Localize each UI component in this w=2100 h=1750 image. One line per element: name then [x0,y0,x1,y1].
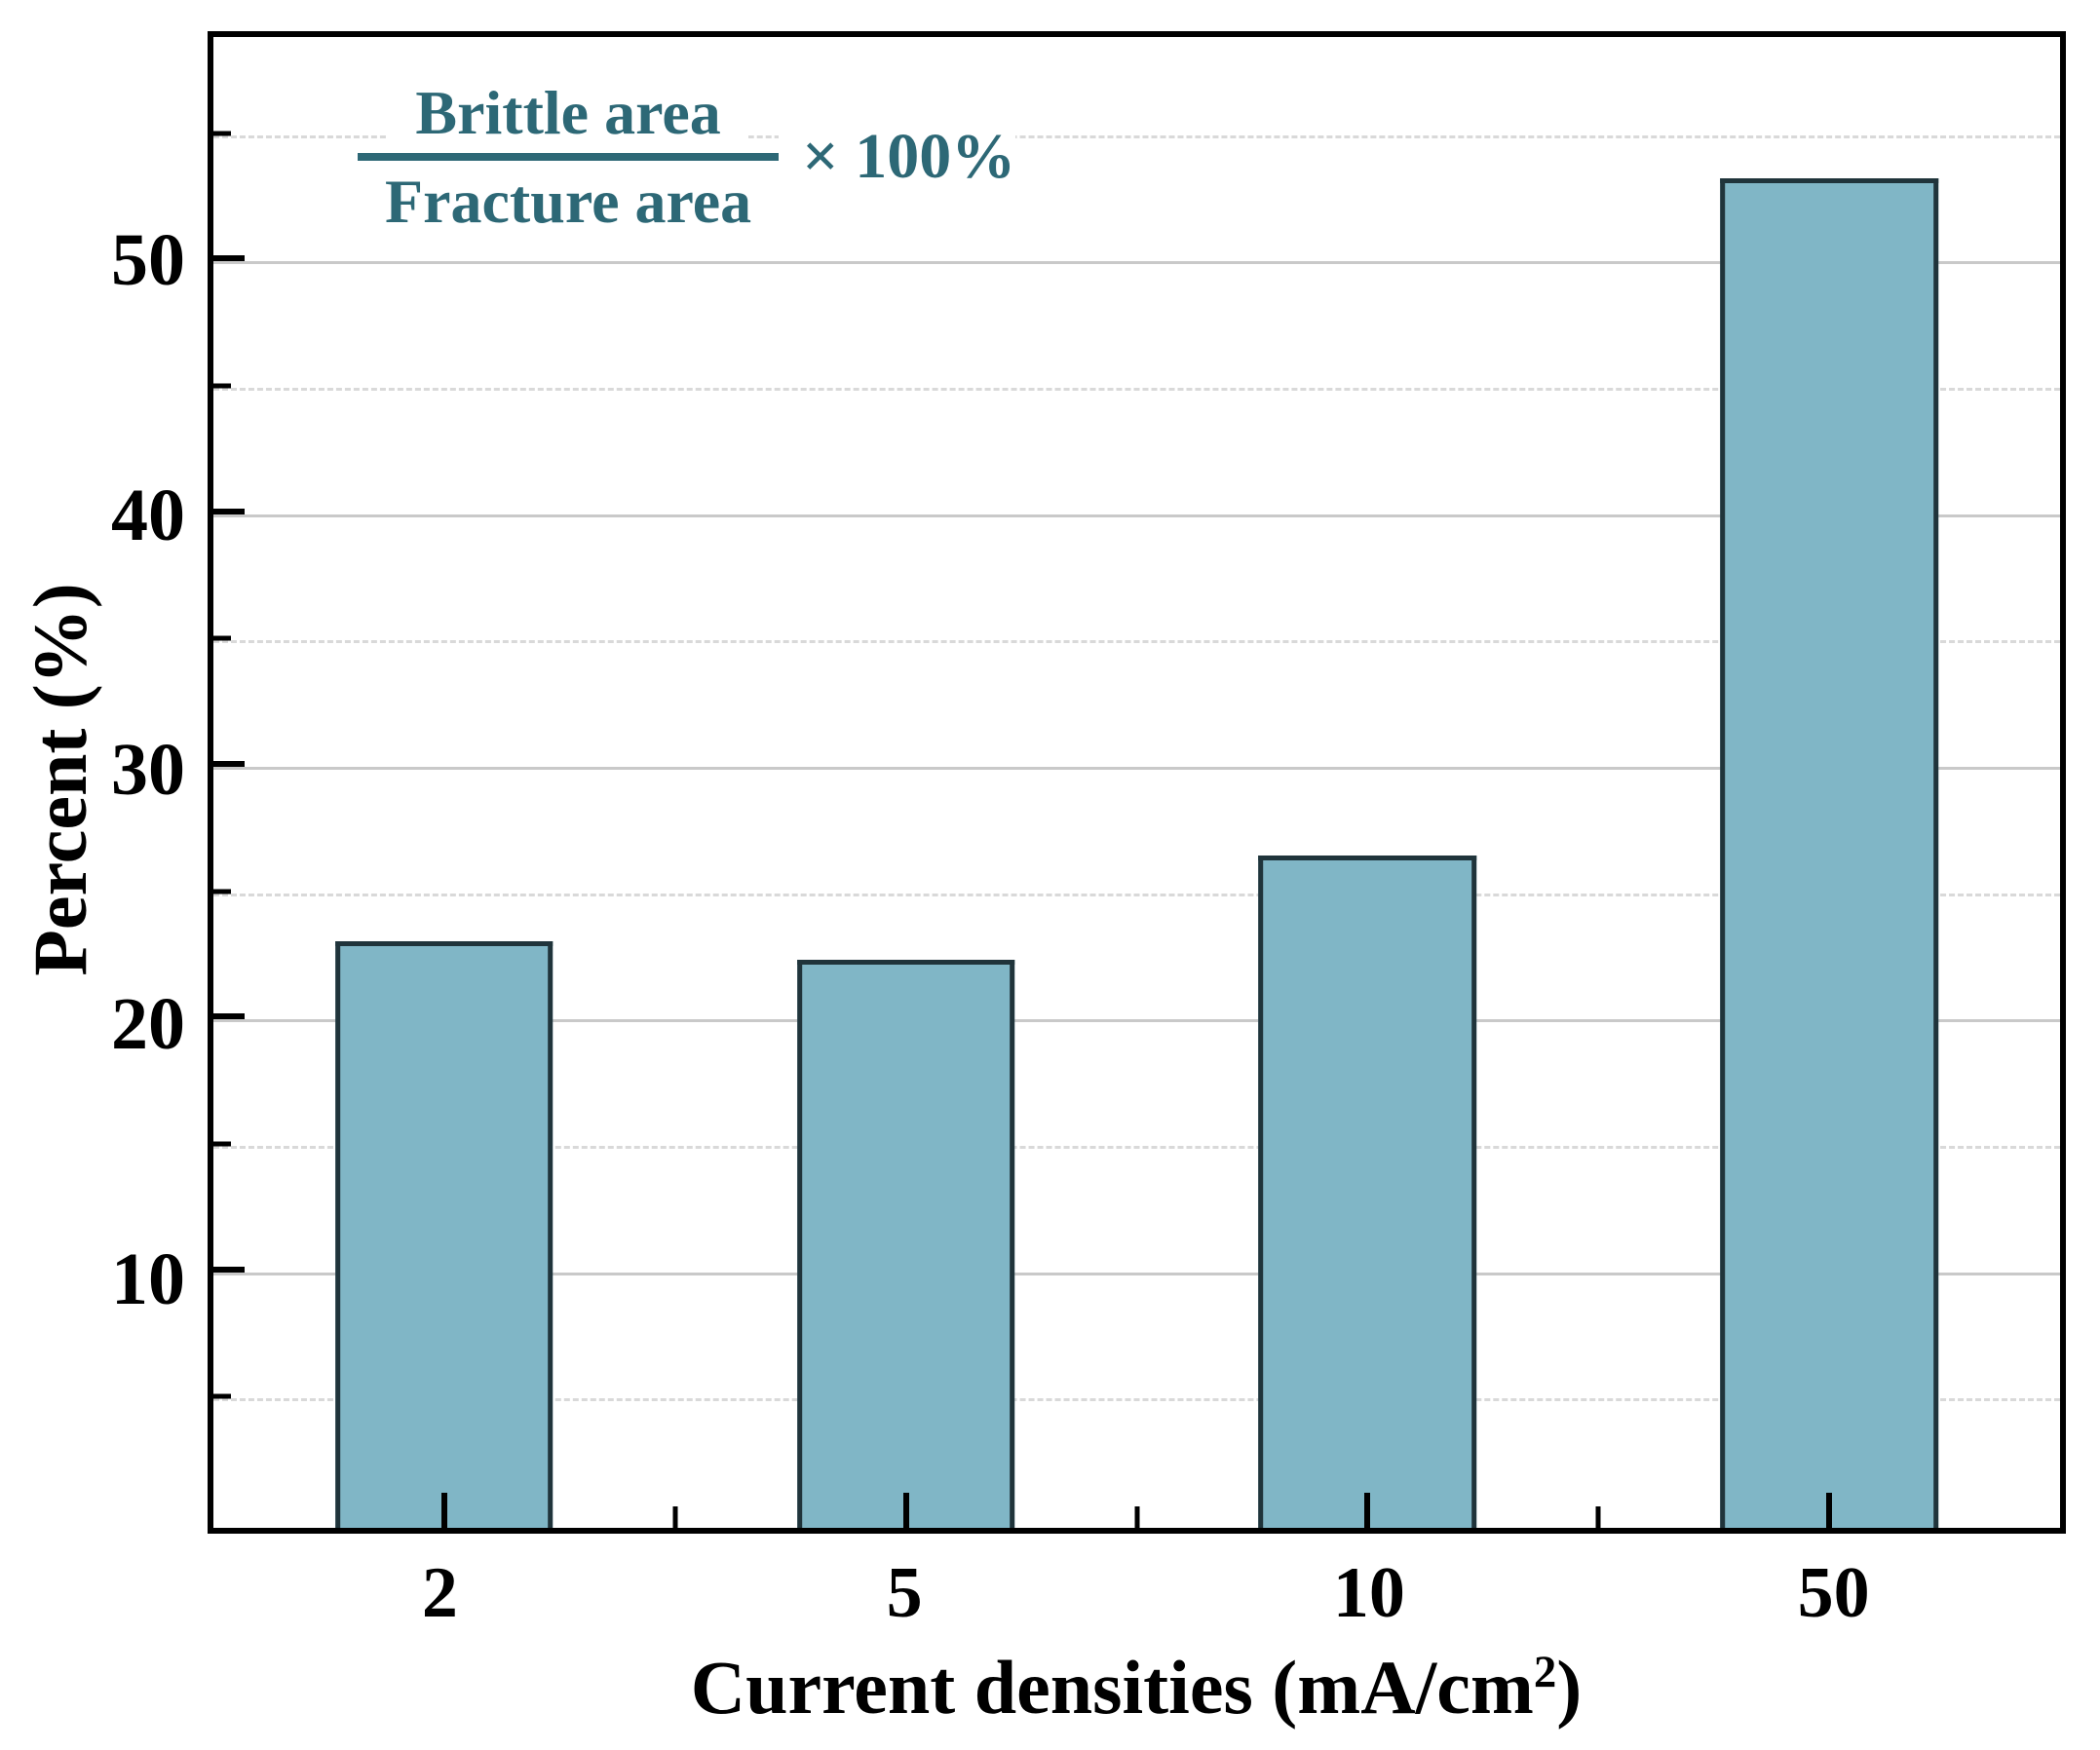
x-major-tick [440,1493,447,1528]
gridline-minor [213,640,2060,644]
bar [1720,178,1938,1528]
bar [335,941,554,1528]
x-axis-title-superscript: 2 [1533,1647,1557,1697]
x-minor-tick [1595,1506,1601,1528]
gridline-minor [213,134,2060,138]
fraction-denominator: Fracture area [358,161,780,235]
gridline-major [213,1019,2060,1023]
plot-area: Brittle area Fracture area × 100% [208,31,2066,1534]
y-tick-label: 30 [111,728,185,811]
fraction-numerator: Brittle area [388,80,748,154]
y-minor-tick [213,1141,231,1147]
y-major-tick [213,761,245,768]
gridline-minor [213,1398,2060,1402]
y-tick-label: 10 [111,1237,185,1320]
y-tick-label: 20 [111,983,185,1066]
y-major-tick [213,1266,245,1273]
gridline-major [213,261,2060,265]
x-axis-title-text: Current densities (mA/cm [690,1645,1534,1730]
gridline-major [213,767,2060,771]
x-axis-title-close: ) [1556,1645,1583,1730]
bar [1258,856,1477,1528]
fraction: Brittle area Fracture area [358,80,780,235]
y-axis-tick-labels: 10 20 30 40 50 [0,31,185,1534]
y-major-tick [213,255,245,262]
y-tick-label: 40 [111,474,185,556]
y-minor-tick [213,889,231,894]
gridline-minor [213,893,2060,896]
y-major-tick [213,508,245,514]
x-tick-label: 2 [421,1553,458,1633]
y-minor-tick [213,131,231,136]
x-axis-title: Current densities (mA/cm2) [691,1650,1582,1726]
x-minor-tick [672,1506,678,1528]
y-major-tick [213,1013,245,1020]
gridline-minor [213,1146,2060,1150]
gridline-minor [213,388,2060,392]
x-major-tick [1364,1493,1371,1528]
y-tick-label: 50 [111,219,185,302]
gridline-major [213,514,2060,517]
x-tick-label: 50 [1797,1553,1870,1633]
y-minor-tick [213,383,231,389]
x-major-tick [902,1493,909,1528]
x-tick-label: 10 [1332,1553,1405,1633]
bar [796,959,1015,1528]
gridline-major [213,1272,2060,1275]
y-minor-tick [213,1393,231,1399]
x-tick-label: 5 [886,1553,923,1633]
fraction-bar [358,153,780,162]
x-major-tick [1826,1493,1833,1528]
x-axis-tick-labels: 2 5 10 50 [208,1557,2066,1645]
y-minor-tick [213,635,231,641]
formula-annotation: Brittle area Fracture area × 100% [358,80,1016,235]
fraction-multiplier: × 100% [779,125,1016,190]
x-minor-tick [1134,1506,1139,1528]
